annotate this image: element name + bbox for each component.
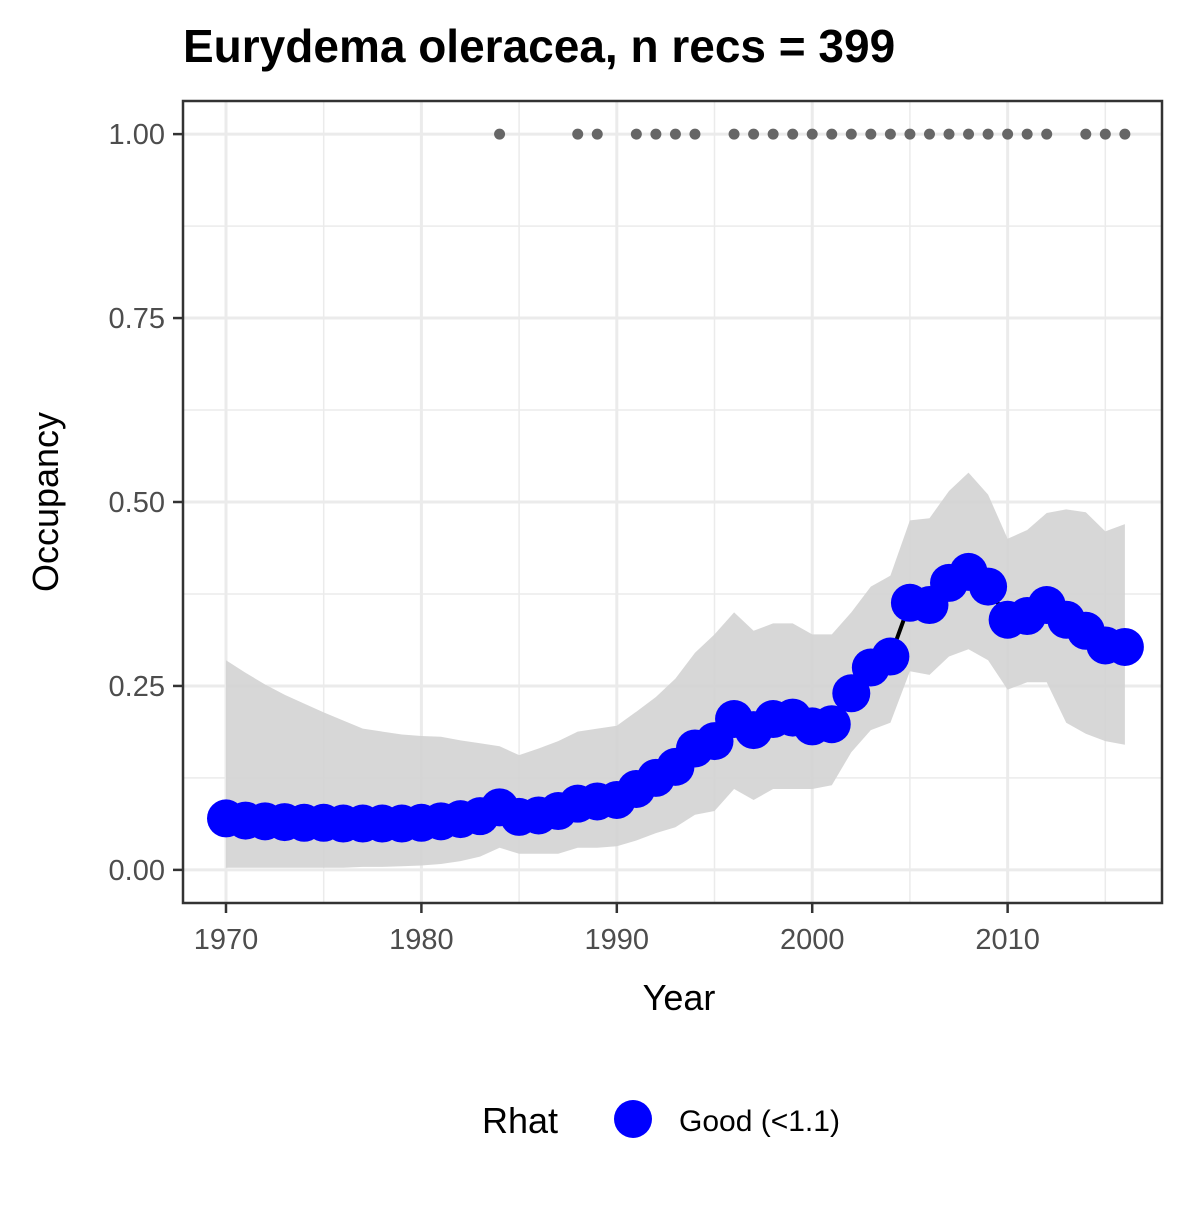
legend-title: Rhat [482,1100,558,1141]
record-dot [748,128,760,140]
legend: Rhat Good (<1.1) [482,1100,840,1141]
record-dot [1002,128,1014,140]
record-dot [845,128,857,140]
legend-label-good: Good (<1.1) [679,1105,840,1138]
legend-key-good [614,1100,652,1138]
record-dot [1041,128,1053,140]
x-tick-label: 2000 [780,924,845,956]
record-dot [591,128,603,140]
record-dot [494,128,506,140]
record-dot [572,128,584,140]
x-tick-label: 2010 [975,924,1040,956]
axis-ticks: 0.00 0.25 0.50 0.75 1.00 1970 1980 1990 2000 2010 [109,119,1040,956]
record-dot [806,128,818,140]
x-tick-label: 1980 [389,924,454,956]
record-dot [650,128,662,140]
record-dot [904,128,916,140]
record-dot [669,128,681,140]
record-dot [1021,128,1033,140]
record-dot [1080,128,1092,140]
occupancy-point [832,674,871,713]
chart-title: Eurydema oleracea, n recs = 399 [183,20,895,72]
record-dot [787,128,799,140]
confidence-ribbon-layer [226,472,1125,868]
y-tick-label: 0.75 [109,303,165,335]
record-dot [865,128,877,140]
x-tick-label: 1970 [194,924,259,956]
record-dot [943,128,955,140]
occupancy-point [812,705,851,744]
x-axis-title: Year [643,977,716,1018]
occupancy-point [1105,627,1144,666]
occupancy-point [871,637,910,676]
record-dot [826,128,838,140]
record-dot [963,128,975,140]
record-dot [728,128,740,140]
y-axis-title: Occupancy [25,412,66,592]
occupancy-points [206,552,1144,843]
record-dot [1099,128,1111,140]
record-dot [630,128,642,140]
x-tick-label: 1990 [585,924,650,956]
record-dot [1119,128,1131,140]
record-dot [982,128,994,140]
y-tick-label: 0.25 [109,671,165,703]
record-dot [767,128,779,140]
record-dot [689,128,701,140]
y-tick-label: 1.00 [109,119,165,151]
record-dot [884,128,896,140]
record-dots [494,128,1131,140]
y-tick-label: 0.50 [109,487,165,519]
occupancy-point [969,567,1008,606]
confidence-ribbon [226,472,1125,868]
y-tick-label: 0.00 [109,855,165,887]
record-dot [923,128,935,140]
